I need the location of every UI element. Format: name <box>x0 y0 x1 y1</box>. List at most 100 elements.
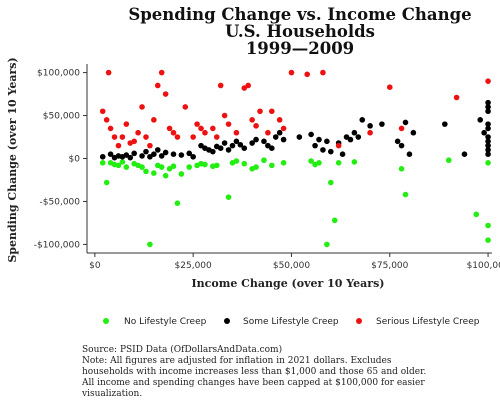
y-axis-title: Spending Change (over 10 Years) <box>6 57 19 262</box>
data-point-serious-creep <box>276 117 283 123</box>
data-point-serious-creep <box>398 125 405 132</box>
data-point-some-creep <box>312 142 318 149</box>
data-point-no-creep <box>402 191 409 198</box>
data-point-some-creep <box>210 148 216 155</box>
data-points <box>99 69 491 248</box>
data-point-no-creep <box>99 159 106 166</box>
legend-label-some-creep: Some Lifestyle Creep <box>243 317 339 327</box>
data-point-no-creep <box>445 157 452 164</box>
data-point-serious-creep <box>253 123 259 129</box>
y-tick-label: $100,000 <box>37 69 80 79</box>
data-point-some-creep <box>485 151 491 158</box>
data-point-no-creep <box>123 164 130 170</box>
data-point-some-creep <box>269 145 275 151</box>
chart-title-line-2: U.S. Households <box>225 22 375 41</box>
data-point-serious-creep <box>107 125 114 132</box>
data-point-serious-creep <box>269 108 275 115</box>
data-point-serious-creep <box>217 82 224 89</box>
data-point-serious-creep <box>225 121 232 127</box>
data-point-serious-creep <box>115 142 122 149</box>
data-point-some-creep <box>241 145 248 151</box>
note-line-3: All income and spending changes have bee… <box>81 378 425 388</box>
data-point-some-creep <box>127 154 134 161</box>
data-point-some-creep <box>249 140 255 146</box>
data-point-some-creep <box>485 121 491 127</box>
data-point-some-creep <box>347 136 354 143</box>
data-point-some-creep <box>324 138 330 145</box>
data-point-no-creep <box>143 168 149 175</box>
data-point-some-creep <box>355 134 362 140</box>
data-point-some-creep <box>276 129 283 136</box>
data-point-serious-creep <box>105 69 112 76</box>
source-caption: Source: PSID Data (OfDollarsAndData.com) <box>82 344 282 355</box>
data-point-some-creep <box>485 99 491 106</box>
data-point-serious-creep <box>190 134 196 140</box>
x-tick-label: $25,000 <box>175 261 212 271</box>
data-point-some-creep <box>359 117 366 123</box>
data-point-no-creep <box>485 222 491 229</box>
data-point-no-creep <box>473 211 480 218</box>
data-point-no-creep <box>261 157 267 164</box>
data-point-some-creep <box>379 121 385 127</box>
data-point-no-creep <box>225 194 232 200</box>
data-point-serious-creep <box>245 82 252 89</box>
data-point-serious-creep <box>265 129 271 136</box>
data-point-some-creep <box>308 131 314 138</box>
data-point-some-creep <box>477 117 484 123</box>
data-point-serious-creep <box>131 138 137 145</box>
data-point-no-creep <box>119 159 126 165</box>
data-point-some-creep <box>410 129 417 136</box>
x-axis-title: Income Change (over 10 Years) <box>192 277 385 290</box>
data-point-some-creep <box>190 153 196 160</box>
data-point-no-creep <box>186 164 193 170</box>
data-point-no-creep <box>324 241 330 248</box>
data-point-serious-creep <box>213 134 220 140</box>
data-point-serious-creep <box>135 129 141 136</box>
data-point-some-creep <box>154 147 161 153</box>
data-point-serious-creep <box>280 125 287 132</box>
data-point-no-creep <box>308 158 314 164</box>
data-point-some-creep <box>229 142 236 149</box>
data-point-no-creep <box>115 162 122 169</box>
data-point-serious-creep <box>320 69 326 76</box>
x-tick-label: $0 <box>89 261 101 271</box>
legend-label-no-creep: No Lifestyle Creep <box>124 317 207 327</box>
data-point-serious-creep <box>249 117 255 123</box>
data-point-serious-creep <box>143 134 149 140</box>
data-point-some-creep <box>131 150 137 157</box>
data-point-serious-creep <box>166 125 173 132</box>
data-point-some-creep <box>485 108 491 115</box>
data-point-no-creep <box>162 172 169 179</box>
data-point-serious-creep <box>304 71 310 78</box>
data-point-no-creep <box>485 237 491 243</box>
data-point-some-creep <box>233 138 240 145</box>
data-point-no-creep <box>280 159 287 166</box>
data-point-no-creep <box>178 171 185 177</box>
data-point-some-creep <box>485 147 491 153</box>
data-point-some-creep <box>339 151 346 158</box>
data-point-serious-creep <box>386 84 393 90</box>
data-point-some-creep <box>272 134 279 140</box>
data-point-serious-creep <box>198 125 204 132</box>
y-axis-ticks: $100,000 $50,000 $0 -$50,000 -$100,000 <box>34 69 87 250</box>
data-point-some-creep <box>316 136 322 143</box>
data-point-some-creep <box>139 153 145 159</box>
data-point-some-creep <box>143 148 149 155</box>
data-point-serious-creep <box>453 94 460 101</box>
data-point-some-creep <box>367 123 373 129</box>
data-point-no-creep <box>331 217 338 224</box>
x-tick-label: $100,000 <box>467 261 500 271</box>
y-tick-label: $0 <box>69 155 81 165</box>
legend-marker-no-creep <box>103 318 109 324</box>
data-point-some-creep <box>327 148 334 155</box>
legend-marker-some-creep <box>224 318 230 324</box>
data-point-no-creep <box>269 162 275 169</box>
data-point-no-creep <box>233 158 240 164</box>
data-point-some-creep <box>481 129 487 136</box>
data-point-some-creep <box>485 142 491 149</box>
data-point-some-creep <box>158 153 165 159</box>
data-point-serious-creep <box>174 134 181 140</box>
data-point-serious-creep <box>139 104 145 110</box>
data-point-some-creep <box>151 151 157 158</box>
chart-title-line-3: 1999—2009 <box>246 39 354 58</box>
